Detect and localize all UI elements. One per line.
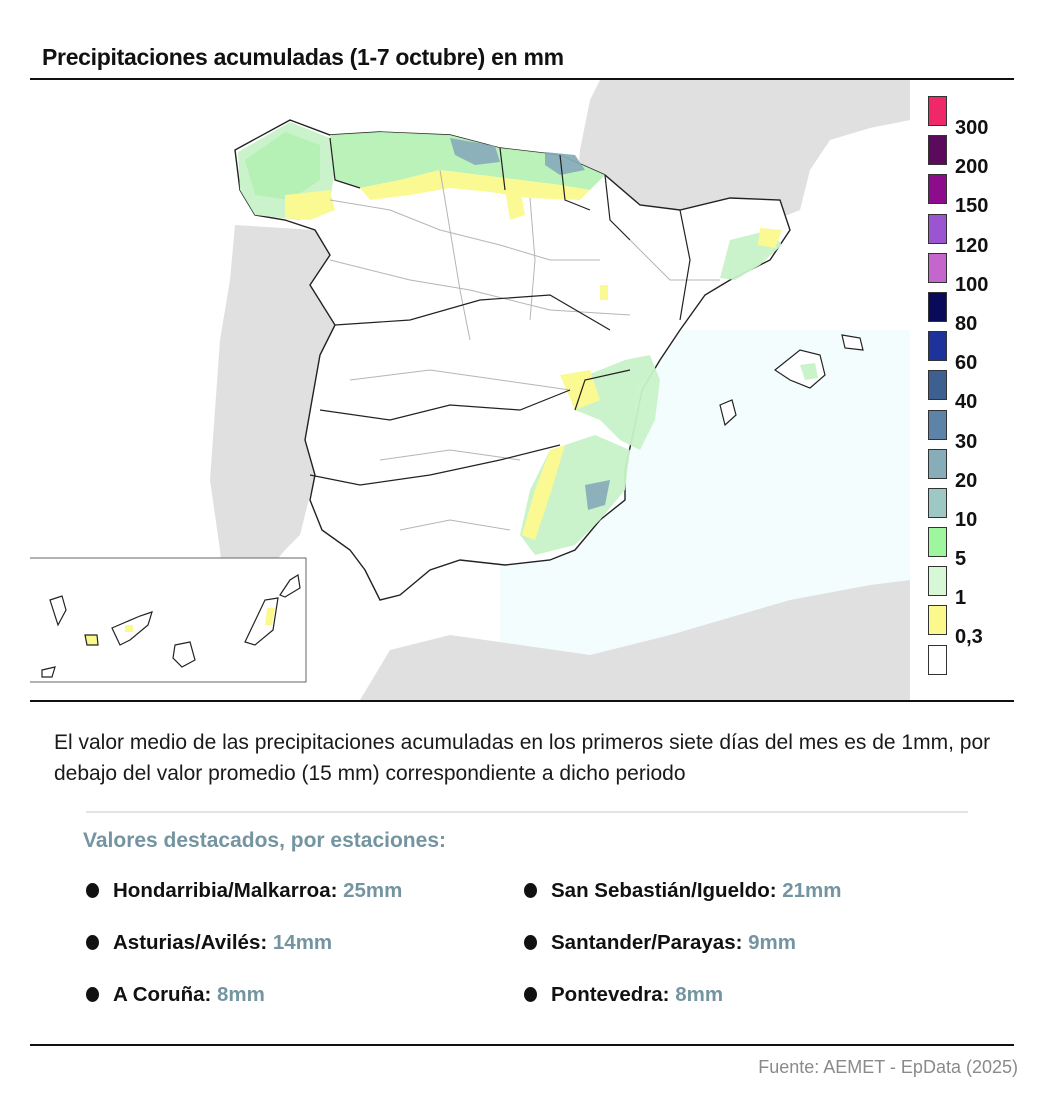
bullet-icon (86, 883, 99, 898)
mallorca-rain (800, 363, 818, 380)
teruel-dot (600, 285, 608, 300)
legend-item: 100 (926, 252, 1036, 296)
source-credit: Fuente: AEMET - EpData (2025) (758, 1057, 1018, 1077)
legend-swatch (928, 566, 947, 597)
bullet-icon (86, 935, 99, 950)
basque-heavy (545, 152, 585, 175)
legend-item: 30 (926, 409, 1036, 453)
portugal-landmass (210, 225, 335, 600)
legend-item: 150 (926, 174, 1036, 218)
legend-label: 30 (955, 430, 978, 453)
map-divider (30, 700, 1014, 702)
menorca-island (841, 334, 864, 351)
station-item: Hondarribia/Malkarroa: 25mm (86, 879, 402, 903)
legend-label: 300 (955, 117, 989, 139)
legend-label: 120 (955, 234, 989, 257)
stations-title: Valores destacados, por estaciones: (83, 829, 446, 852)
legend-label: 200 (955, 156, 989, 179)
summary-divider (86, 811, 968, 813)
legend-label: 100 (955, 273, 989, 296)
station-name: Pontevedra: (551, 983, 670, 1006)
legend-item: 120 (926, 213, 1036, 257)
legend-label: 80 (955, 312, 978, 335)
legend-label: 1 (955, 587, 967, 610)
bullet-icon (524, 935, 537, 950)
page-title: Precipitaciones acumuladas (1-7 octubre)… (42, 44, 564, 70)
cantabria-heavy (450, 138, 500, 165)
spain-mainland (234, 119, 791, 601)
legend-item: 0,3 (926, 605, 1036, 649)
station-value: 14mm (272, 931, 333, 954)
title-divider (30, 78, 1014, 80)
station-item: Asturias/Avilés: 14mm (86, 931, 332, 955)
precipitation-legend: 300 200 150 120 100 80 60 40 30 20 10 5 … (926, 96, 1036, 684)
legend-item: 200 (926, 135, 1036, 179)
legend-swatch (928, 135, 947, 166)
legend-label: 60 (955, 352, 978, 375)
legend-item: 300 (926, 96, 1036, 139)
legend-label: 40 (955, 391, 978, 414)
legend-swatch (928, 409, 947, 440)
legend-item (926, 644, 1036, 684)
valencia-rain (575, 355, 660, 450)
legend-label: 0,3 (955, 626, 983, 649)
galicia-dry-fringe (285, 190, 335, 220)
summary-text: El valor medio de las precipitaciones ac… (54, 731, 991, 785)
bullet-icon (524, 883, 537, 898)
bullet-icon (86, 987, 99, 1002)
legend-label: 5 (955, 548, 967, 571)
legend-swatch (928, 605, 947, 636)
catalonia-dry (758, 228, 782, 248)
cantabrian-dry-fringe (360, 170, 590, 200)
legend-item: 40 (926, 370, 1036, 414)
africa-landmass (360, 580, 910, 700)
legend-item: 20 (926, 448, 1036, 492)
burgos-dry (505, 188, 525, 220)
station-name: Hondarribia/Malkarroa: (113, 879, 338, 902)
legend-swatch (928, 291, 947, 322)
station-value: 25mm (343, 879, 403, 902)
murcia-heavy (585, 480, 610, 510)
station-item: Pontevedra: 8mm (524, 983, 723, 1007)
legend-label: 150 (955, 195, 989, 218)
station-value: 8mm (217, 983, 265, 1006)
legend-swatch (928, 331, 947, 362)
precipitation-map (30, 80, 910, 700)
legend-swatch (928, 448, 947, 479)
legend-swatch (928, 213, 947, 244)
legend-swatch (928, 487, 947, 518)
legend-label: 10 (955, 508, 978, 531)
legend-swatch (928, 174, 947, 205)
ibiza-island (719, 399, 737, 427)
legend-label: 20 (955, 469, 978, 492)
galicia-rain-core (245, 132, 320, 200)
murcia-dry (522, 445, 565, 540)
station-name: Santander/Parayas: (551, 931, 743, 954)
legend-item: 10 (926, 487, 1036, 531)
legend-swatch (928, 644, 947, 675)
legend-item: 1 (926, 566, 1036, 610)
station-item: A Coruña: 8mm (86, 983, 265, 1007)
footer-divider (30, 1044, 1014, 1046)
station-item: Santander/Parayas: 9mm (524, 931, 796, 955)
legend-item: 60 (926, 331, 1036, 375)
valencia-dry (560, 370, 600, 410)
station-name: A Coruña: (113, 983, 212, 1006)
legend-swatch (928, 96, 947, 126)
legend-item: 5 (926, 527, 1036, 571)
legend-swatch (928, 252, 947, 283)
station-value: 9mm (748, 931, 796, 954)
station-value: 21mm (782, 879, 842, 902)
legend-swatch (928, 527, 947, 558)
legend-item: 80 (926, 291, 1036, 335)
station-value: 8mm (675, 983, 724, 1006)
station-name: Asturias/Avilés: (113, 931, 268, 954)
canary-islands-inset (30, 557, 307, 683)
station-name: San Sebastián/Igueldo: (551, 879, 777, 902)
bullet-icon (524, 987, 537, 1002)
station-item: San Sebastián/Igueldo: 21mm (524, 879, 842, 903)
legend-swatch (928, 370, 947, 401)
